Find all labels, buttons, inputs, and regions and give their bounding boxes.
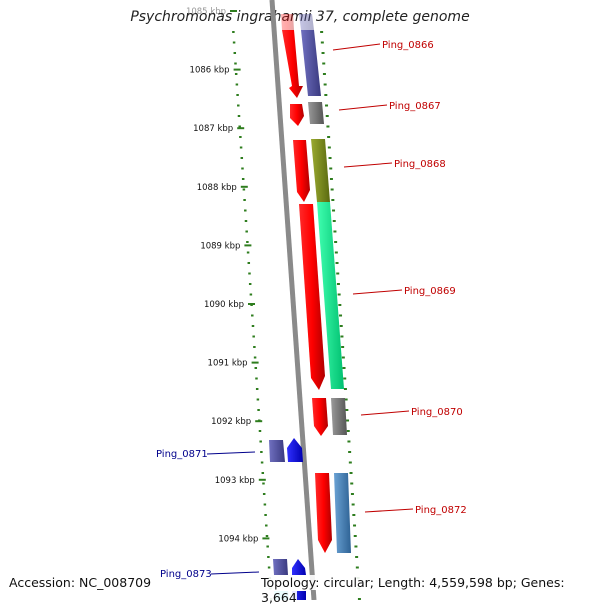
gene-label-ping-0871[interactable]: Ping_0871: [156, 449, 208, 460]
gene-arrow-ping-0869[interactable]: [299, 204, 325, 390]
kbp-scale: 1085 kbp 1086 kbp 1087 kbp 1088 kbp 1089 kbp…: [186, 7, 270, 544]
feature-block-ping-0873: [273, 559, 288, 575]
gene-label-ping-0868[interactable]: Ping_0868: [394, 159, 446, 170]
feature-block-ping-0866: [301, 30, 321, 96]
gc-skew-right-lane: [320, 31, 361, 600]
gene-arrow-ping-0873[interactable]: [292, 559, 306, 575]
feature-lane: [299, 14, 351, 553]
kbp-label: 1093 kbp: [215, 476, 255, 486]
gene-label-ping-0873[interactable]: Ping_0873: [160, 569, 212, 580]
gene-label-ping-0870[interactable]: Ping_0870: [411, 407, 463, 418]
genome-backbone: [269, 0, 317, 600]
gene-labels: Ping_0866 Ping_0867 Ping_0868 Ping_0869 …: [156, 40, 467, 580]
gene-label-ping-0867[interactable]: Ping_0867: [389, 101, 441, 112]
kbp-label: 1092 kbp: [211, 417, 251, 427]
kbp-label: 1087 kbp: [193, 124, 233, 134]
gene-arrow-ping-0868[interactable]: [293, 140, 310, 202]
feature-block-ping-0870: [331, 398, 347, 435]
kbp-label: 1094 kbp: [218, 534, 258, 544]
gene-label-ping-0866[interactable]: Ping_0866: [382, 40, 434, 51]
kbp-label: 1091 kbp: [208, 359, 248, 369]
kbp-label: 1089 kbp: [200, 241, 240, 251]
kbp-label: 1090 kbp: [204, 300, 244, 310]
gene-arrow-ping-0871[interactable]: [287, 438, 303, 462]
gene-label-ping-0872[interactable]: Ping_0872: [415, 505, 467, 516]
feature-block-ping-0867: [308, 102, 324, 124]
feature-block-ping-0866: [299, 14, 314, 30]
feature-block-ping-0871: [269, 440, 285, 462]
accession-label: Accession: NC_008709: [9, 575, 152, 590]
forward-strand-genes: [281, 14, 332, 553]
feature-block-ping-0868: [311, 139, 330, 202]
kbp-label: 1086 kbp: [190, 66, 230, 76]
feature-block-ping-0869: [317, 202, 344, 389]
feature-block-ping-0872: [334, 473, 351, 553]
gc-skew-left-lane: [232, 31, 273, 600]
genome-summary: Topology: circular; Length: 4,559,598 bp…: [261, 575, 565, 605]
kbp-label: 1085 kbp: [186, 7, 226, 17]
gene-arrow-ping-0870[interactable]: [312, 398, 328, 436]
gene-arrow-ping-0867[interactable]: [290, 104, 304, 126]
gene-label-ping-0869[interactable]: Ping_0869: [404, 286, 456, 297]
gene-arrow-ping-0866[interactable]: [281, 14, 294, 30]
gene-arrow-ping-0866[interactable]: [282, 30, 303, 98]
gene-arrow-ping-0872[interactable]: [315, 473, 332, 553]
kbp-label: 1088 kbp: [197, 183, 237, 193]
